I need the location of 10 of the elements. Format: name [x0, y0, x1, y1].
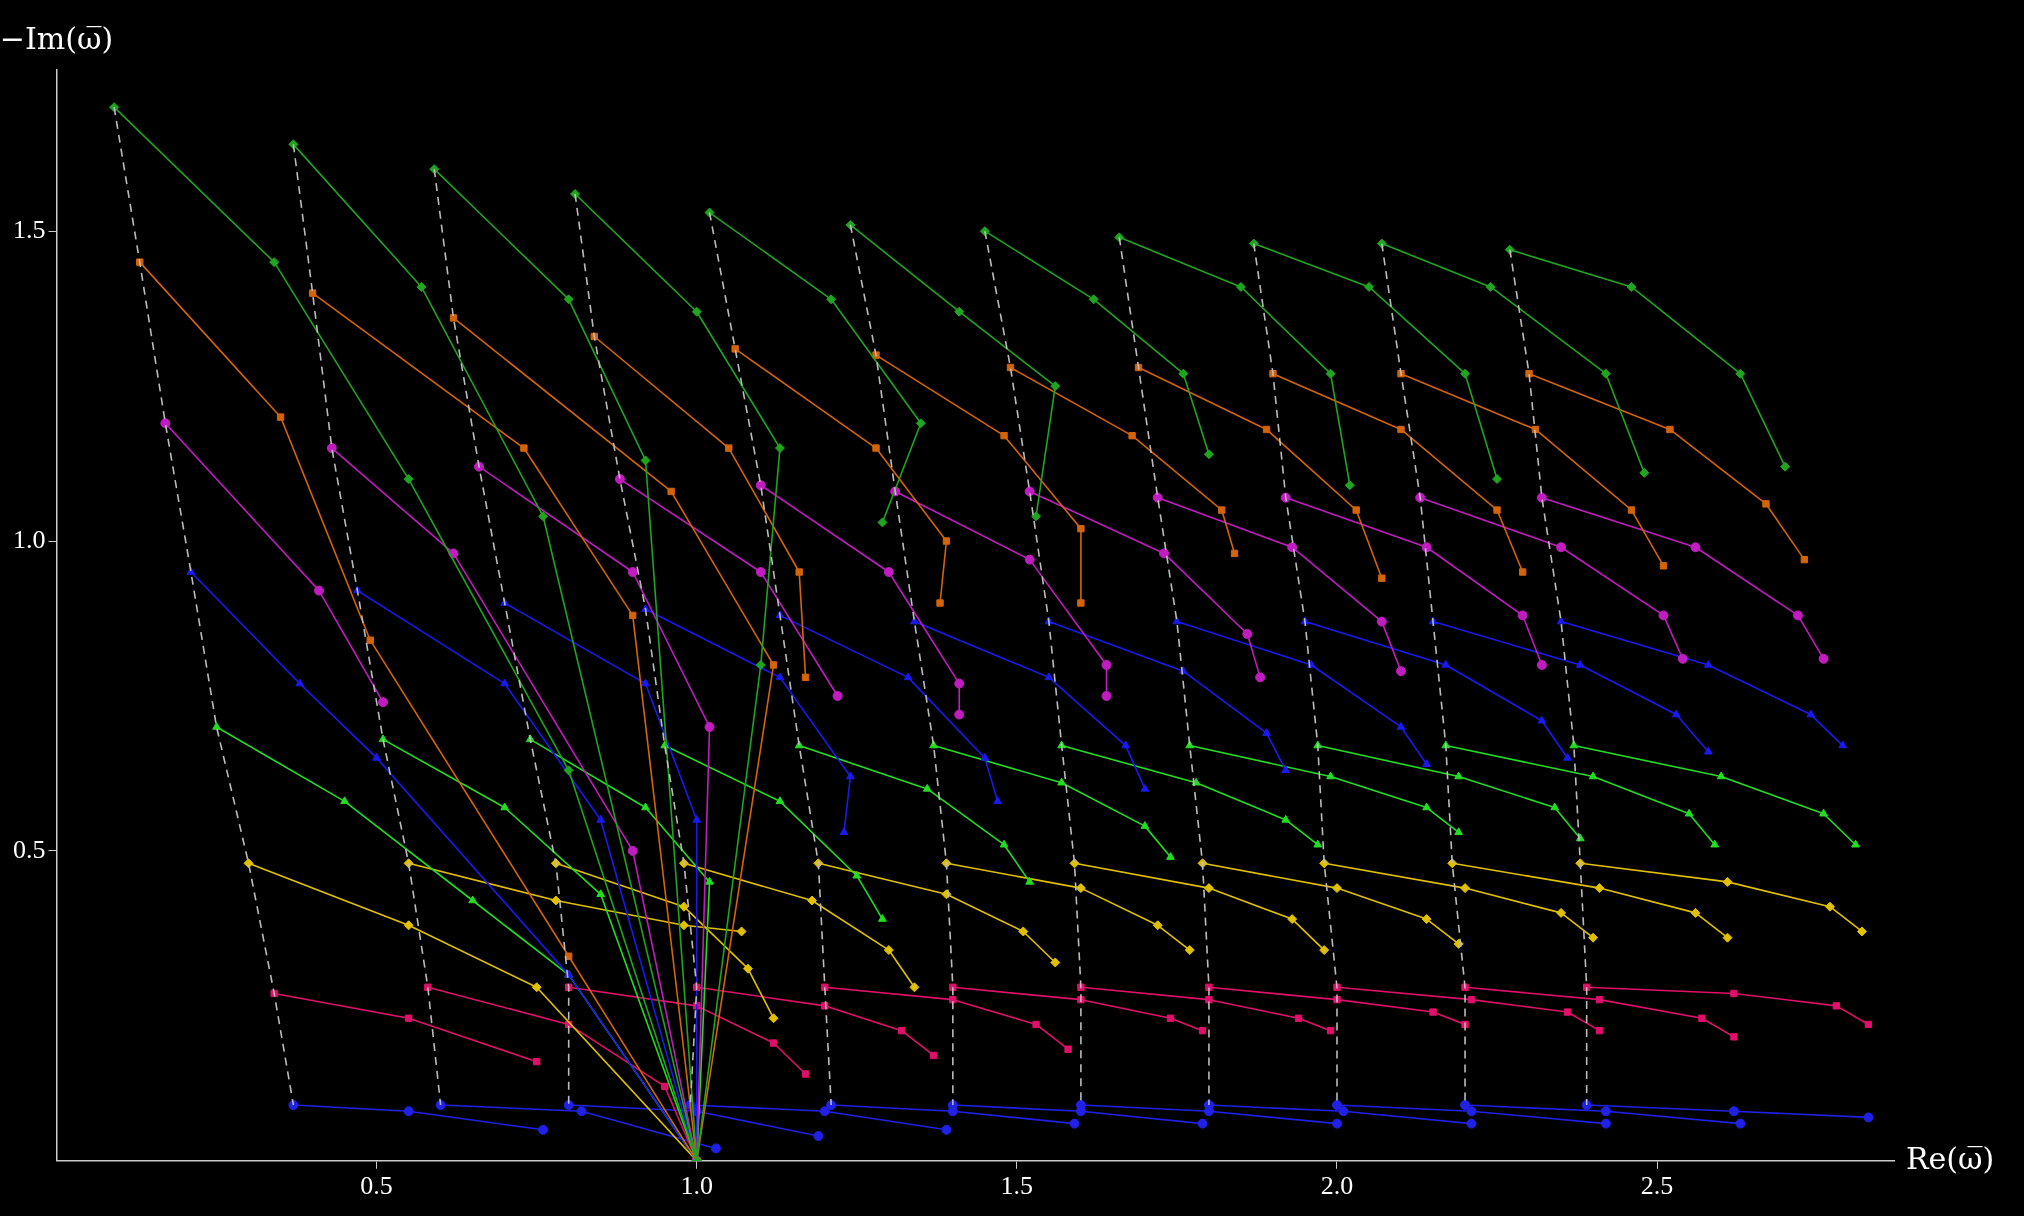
x-tick-label: 1.5 — [1000, 1171, 1034, 1201]
y-tick-label: 1.0 — [13, 524, 46, 554]
y-tick-label: 1.5 — [13, 214, 46, 244]
x-axis-title: Re(ω̅) — [1906, 1140, 1995, 1176]
x-tick-label: 2.0 — [1320, 1171, 1354, 1201]
y-axis-title: −Im(ω̅) — [0, 20, 114, 56]
y-tick-label: 0.5 — [13, 834, 46, 864]
x-tick-label: 0.5 — [360, 1171, 393, 1201]
x-tick-label: 1.0 — [680, 1171, 713, 1201]
x-tick-label: 2.5 — [1640, 1171, 1674, 1201]
